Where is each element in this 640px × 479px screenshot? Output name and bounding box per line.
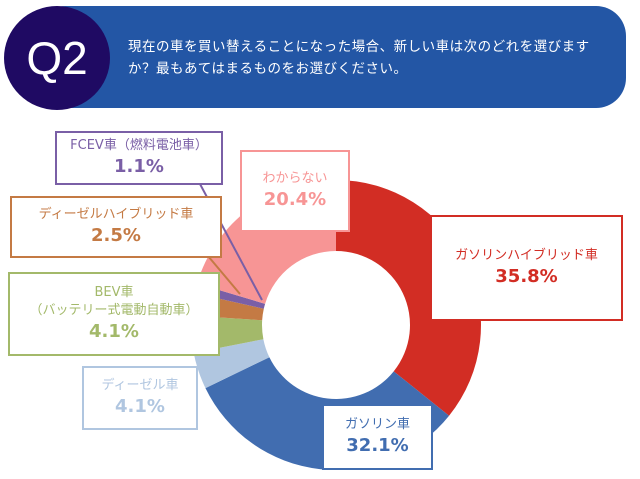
slice-label: ガソリンハイブリッド車 <box>455 248 598 263</box>
question-banner <box>36 6 626 108</box>
slice-value: 2.5% <box>91 225 141 246</box>
slice-label: ディーゼルハイブリッド車 <box>38 207 194 222</box>
slice-sublabel: （バッテリー式電動自動車） <box>29 303 199 318</box>
label-fcev: FCEV車（燃料電池車） 1.1% <box>55 131 223 185</box>
slice-value: 4.1% <box>89 321 139 342</box>
slice-value: 35.8% <box>495 266 558 287</box>
label-gasoline: ガソリン車 32.1% <box>322 404 433 470</box>
slice-value: 20.4% <box>263 189 327 210</box>
label-diesel: ディーゼル車 4.1% <box>82 366 198 430</box>
slice-label: BEV車 <box>94 285 134 300</box>
diesel-hybrid-leader-line <box>207 255 241 295</box>
slice-label: FCEV車（燃料電池車） <box>70 138 208 153</box>
slice-label: わからない <box>262 171 328 186</box>
slice-value: 1.1% <box>114 156 164 177</box>
question-number-badge: Q2 <box>4 6 110 110</box>
label-unknown: わからない 20.4% <box>240 150 350 232</box>
slice-value: 4.1% <box>115 396 165 417</box>
slice-value: 32.1% <box>346 435 409 456</box>
slice-label: ガソリン車 <box>344 417 410 432</box>
label-bev: BEV車 （バッテリー式電動自動車） 4.1% <box>8 272 220 356</box>
slice-label: ディーゼル車 <box>101 378 179 393</box>
label-diesel-hybrid: ディーゼルハイブリッド車 2.5% <box>10 196 222 258</box>
question-text: 現在の車を買い替えることになった場合、新しい車は次のどれを選びますか？最もあては… <box>128 39 590 77</box>
label-gasoline-hybrid: ガソリンハイブリッド車 35.8% <box>430 215 623 321</box>
